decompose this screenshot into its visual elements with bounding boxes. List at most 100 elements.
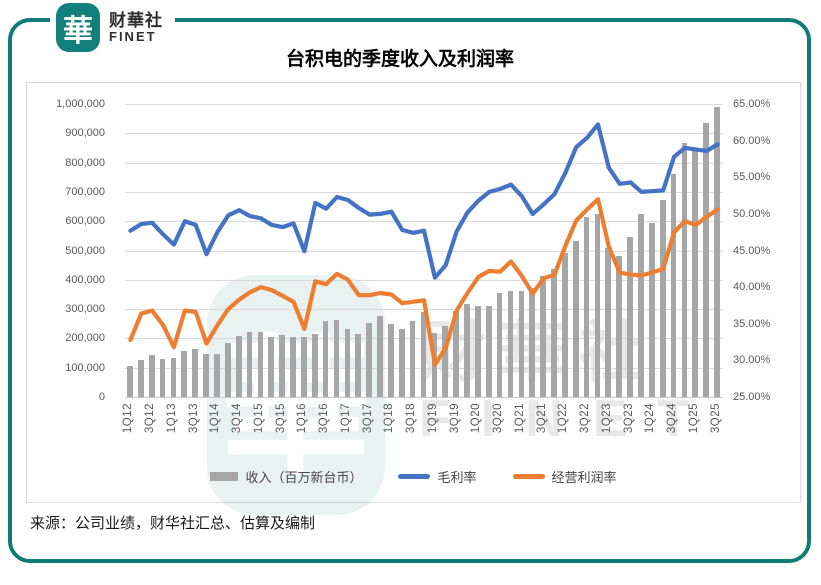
right-axis-tick-label: 45.00% [733, 244, 771, 257]
left-axis-tick-label: 500,000 [65, 244, 105, 257]
revenue-bar [409, 320, 416, 397]
chart-title: 台积电的季度收入及利润率 [285, 49, 514, 70]
legend-label-revenue: 收入（百万新台币） [245, 470, 363, 485]
brand-text: 财華社 FINET [109, 10, 163, 44]
revenue-bar [529, 288, 536, 397]
operating-margin-swatch-icon [512, 474, 545, 479]
legend-item-gross-margin: 毛利率 [398, 467, 477, 486]
revenue-bar [148, 355, 155, 397]
revenue-bar [703, 123, 710, 397]
revenue-bar [583, 217, 590, 397]
revenue-bar [453, 311, 459, 397]
gridline [124, 221, 723, 223]
left-axis-tick-label: 700,000 [65, 185, 105, 198]
revenue-bar [203, 354, 209, 397]
brand-name-cn: 财華社 [109, 10, 163, 30]
revenue-bar [224, 343, 231, 397]
revenue-bar [692, 151, 699, 397]
revenue-bar [714, 107, 720, 397]
revenue-bar [496, 292, 503, 397]
revenue-bar [235, 335, 242, 397]
revenue-bar [442, 326, 449, 397]
revenue-bar [616, 256, 623, 397]
finet-logo-icon: 華 [56, 3, 100, 52]
revenue-bar [377, 315, 383, 397]
revenue-bar [388, 324, 394, 397]
right-axis-tick-label: 35.00% [733, 317, 771, 330]
gridline [124, 104, 723, 105]
legend-label-operating-margin: 经营利润率 [551, 470, 617, 485]
gridline [124, 279, 723, 281]
revenue-bar [246, 331, 253, 397]
revenue-bar [398, 328, 405, 397]
finet-brand-logo: 華 财華社 FINET [50, 1, 175, 54]
right-axis-tick-label: 65.00% [733, 98, 771, 110]
revenue-bar [485, 306, 492, 397]
margin-lines-layer [127, 122, 720, 367]
revenue-bar [420, 312, 427, 397]
left-axis-tick-label: 0 [98, 391, 105, 403]
revenue-bar [681, 142, 688, 397]
page-border-frame [8, 18, 811, 563]
chart-legend: 收入（百万新台币） 毛利率 经营利润率 [27, 467, 800, 486]
legend-item-operating-margin: 经营利润率 [512, 467, 617, 486]
revenue-bar [627, 236, 633, 397]
revenue-bar [475, 306, 481, 397]
logo-character: 華 [63, 14, 93, 48]
revenue-bar [518, 290, 525, 397]
revenue-bar [333, 320, 340, 397]
left-axis-tick-label: 300,000 [65, 303, 105, 316]
revenue-bar [159, 358, 166, 397]
revenue-bar [214, 353, 220, 397]
left-axis-tick-label: 600,000 [65, 215, 105, 228]
left-axis-tick-label: 200,000 [65, 332, 105, 345]
gridline [124, 191, 723, 193]
revenue-bar [648, 223, 655, 397]
revenue-bar [137, 359, 144, 397]
revenue-bar [605, 248, 612, 397]
right-axis-tick-label: 30.00% [733, 354, 771, 367]
right-axis-tick-label: 25.00% [733, 391, 771, 403]
right-axis-tick-label: 60.00% [733, 134, 771, 147]
revenue-bar [507, 291, 514, 397]
revenue-bar [192, 349, 199, 397]
revenue-bar [290, 337, 296, 397]
gross-margin-swatch-icon [398, 474, 431, 479]
watermark-text-en: FINET [419, 390, 720, 448]
revenue-bars-layer [27, 83, 800, 502]
revenue-bar [572, 240, 579, 397]
source-note: 来源：公司业绩，财华社汇总、估算及编制 [30, 515, 316, 532]
gross-margin-line [127, 122, 720, 280]
left-axis-tick-label: 1,000,000 [56, 98, 105, 110]
left-axis-tick-label: 900,000 [65, 127, 105, 140]
revenue-bar [366, 323, 372, 397]
revenue-bar [670, 174, 677, 397]
revenue-bar [638, 213, 644, 397]
right-axis-tick-label: 55.00% [733, 171, 771, 184]
brand-name-en: FINET [109, 28, 157, 44]
revenue-bar [127, 366, 133, 397]
gridline [124, 162, 723, 164]
gridline [124, 250, 723, 252]
revenue-bar [311, 333, 318, 397]
right-axis-tick-label: 50.00% [733, 207, 771, 220]
revenue-swatch-icon [210, 472, 239, 481]
revenue-bar [659, 199, 666, 397]
revenue-bar [594, 213, 601, 397]
revenue-bar [561, 253, 568, 397]
revenue-bar [540, 275, 546, 397]
x-axis-line [124, 397, 723, 398]
revenue-bar [257, 331, 264, 397]
revenue-bar [170, 358, 177, 397]
revenue-bar [279, 334, 286, 397]
legend-item-revenue: 收入（百万新台币） [210, 467, 362, 486]
left-axis-tick-label: 100,000 [65, 361, 105, 374]
revenue-bar [551, 268, 557, 397]
right-axis-tick-label: 40.00% [733, 281, 771, 294]
left-axis-tick-label: 400,000 [65, 273, 105, 286]
revenue-bar [181, 351, 188, 397]
revenue-bar [322, 320, 329, 397]
operating-margin-line [127, 197, 720, 367]
chart-area: 華 財華社 FINET 1,000,000 900,000 800,000 700,0… [26, 82, 801, 515]
gridline [124, 133, 723, 135]
